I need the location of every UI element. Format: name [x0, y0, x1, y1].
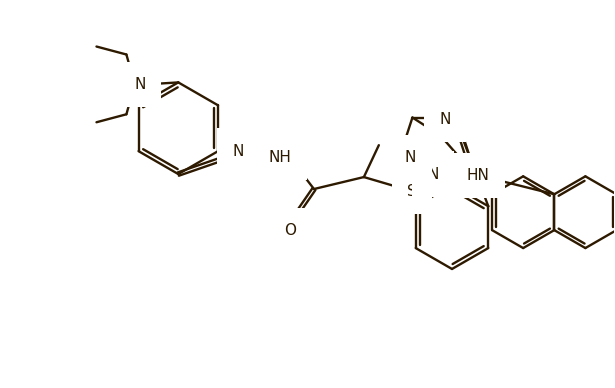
- Text: NH: NH: [269, 150, 292, 165]
- Text: N: N: [439, 112, 451, 127]
- Text: N: N: [405, 151, 416, 165]
- Text: N: N: [135, 77, 146, 92]
- Text: O: O: [284, 223, 296, 238]
- Text: HN: HN: [467, 168, 490, 183]
- Text: S: S: [407, 184, 416, 199]
- Text: N: N: [427, 166, 438, 182]
- Text: N: N: [232, 144, 244, 159]
